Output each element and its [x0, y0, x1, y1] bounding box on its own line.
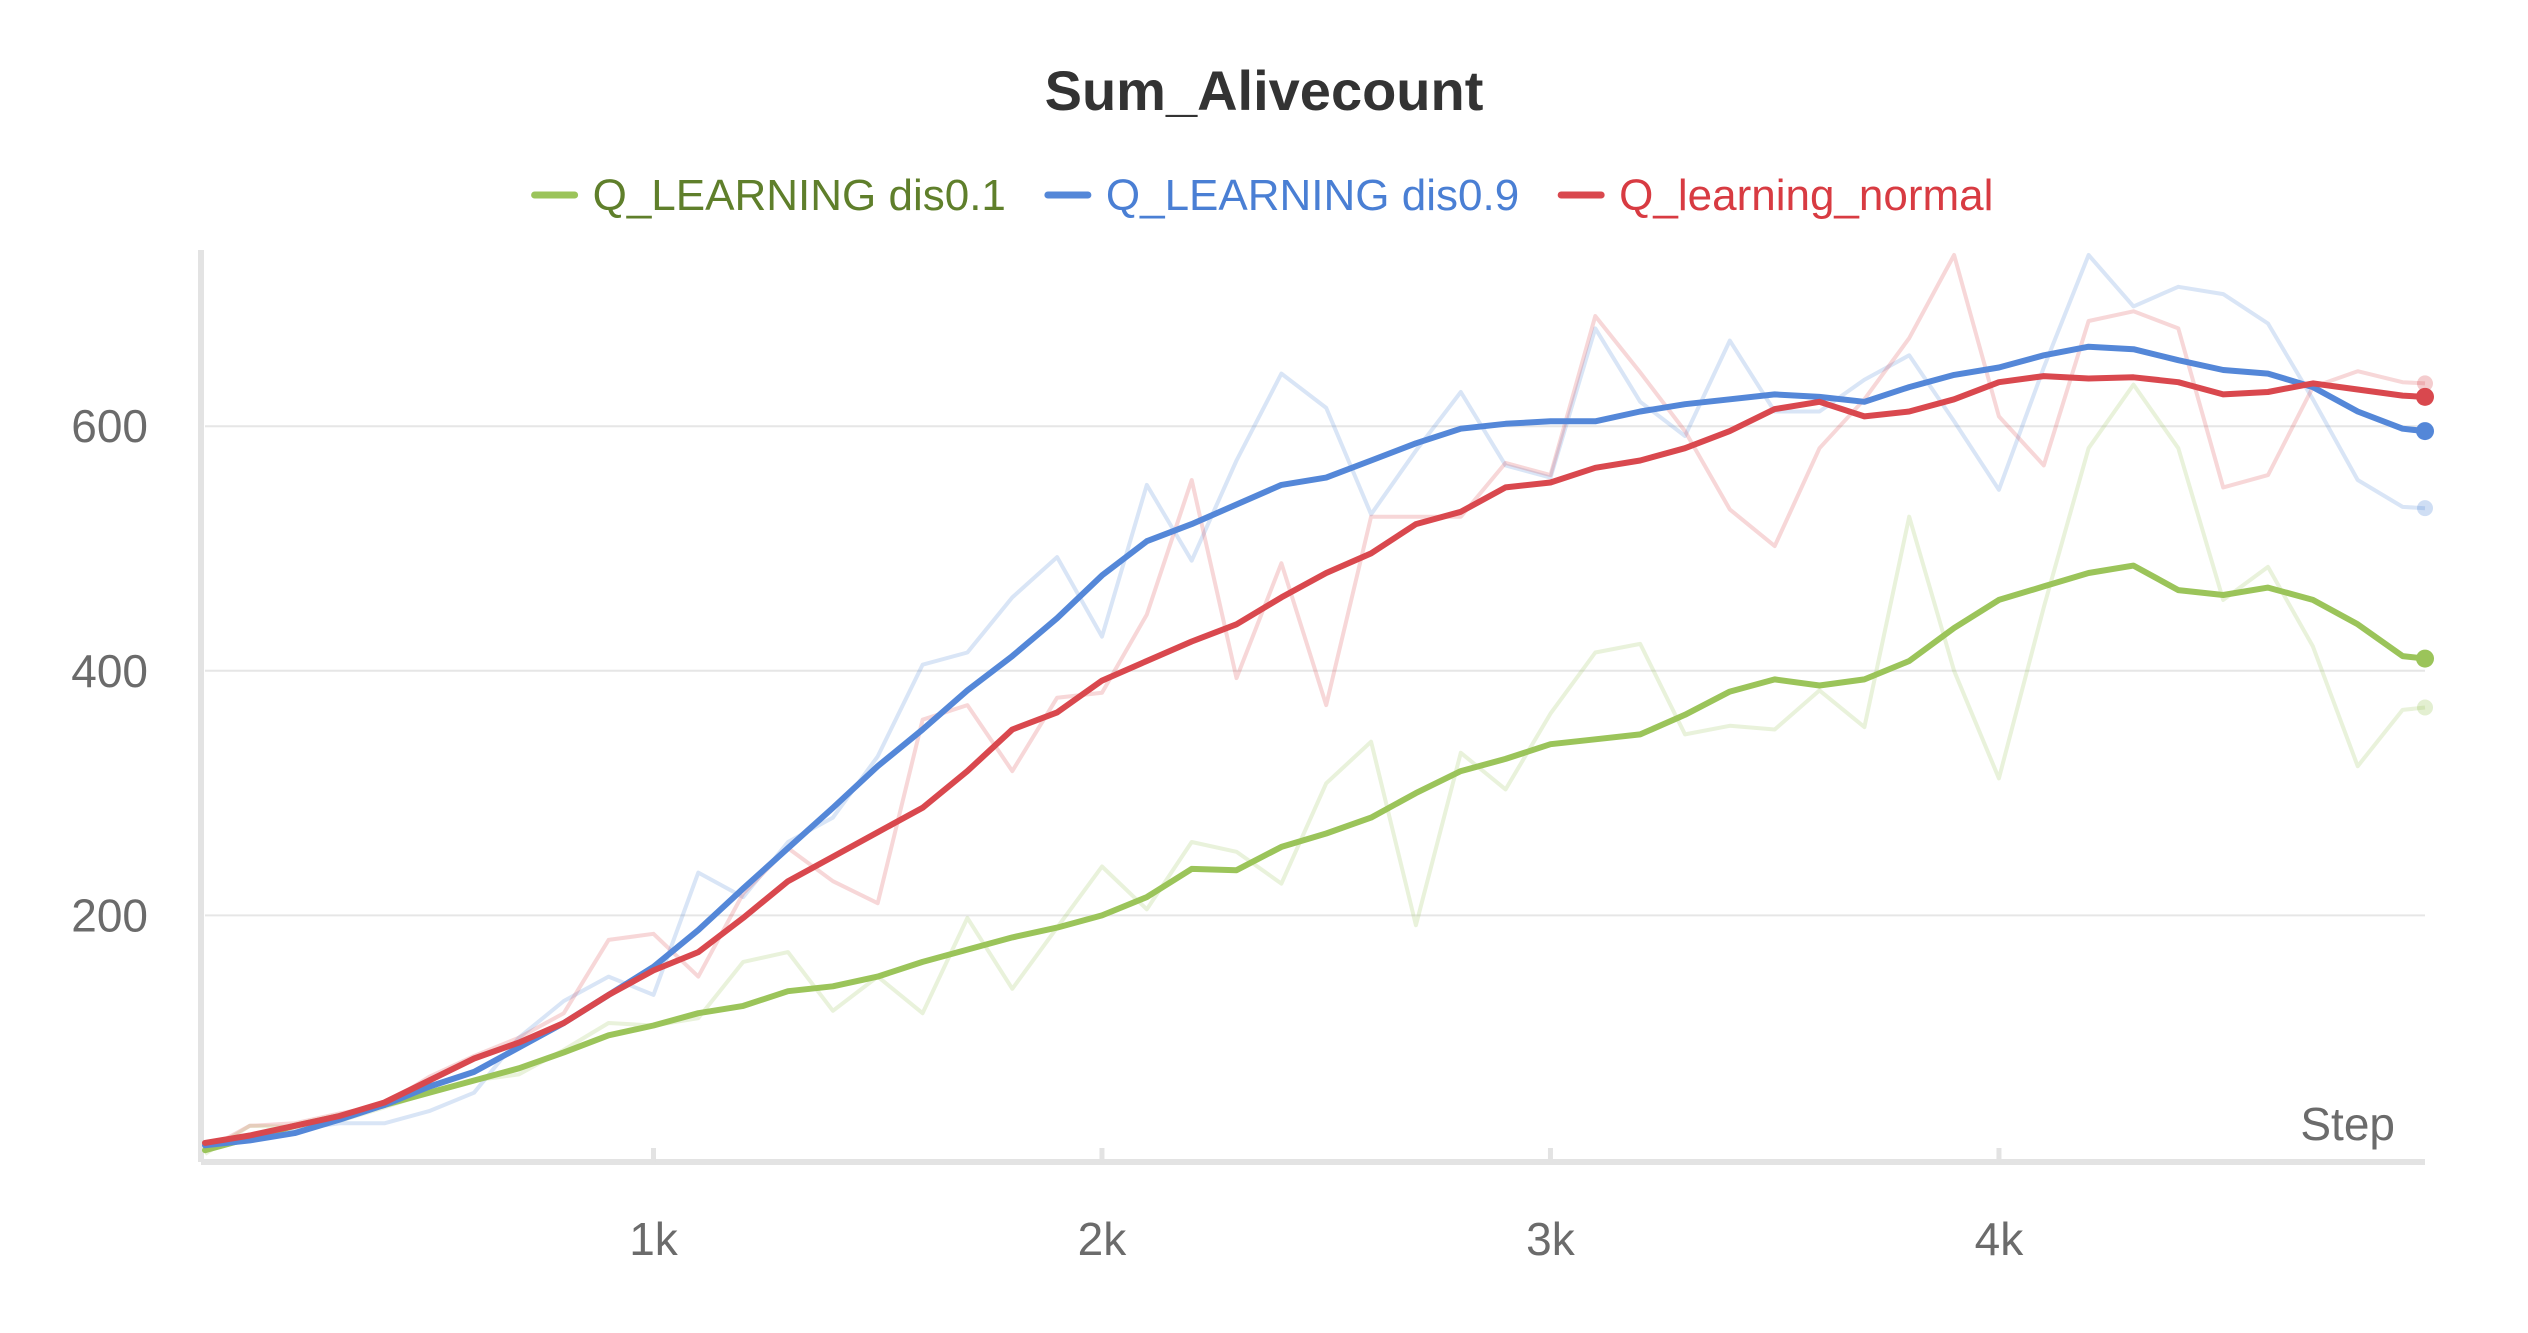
smoothed-series-group [202, 343, 2428, 1154]
axes: 1k 2k 3k 4k [198, 250, 2425, 1265]
x-tick-label: 1k [629, 1213, 679, 1265]
chart-title: Sum_Alivecount [1045, 59, 1484, 122]
raw-series-line [203, 382, 2426, 1156]
smoothed-series-line [202, 562, 2428, 1154]
legend: Q_LEARNING dis0.1 Q_LEARNING dis0.9 Q_lear… [531, 171, 1993, 220]
raw-series-group [203, 253, 2426, 1156]
raw-series-end-point [2417, 375, 2433, 392]
raw-series-end-point [2417, 500, 2433, 517]
x-tick-label: 2k [1078, 1213, 1128, 1265]
y-tick-label: 600 [71, 400, 148, 452]
x-tick-label: 4k [1975, 1213, 2025, 1265]
legend-label: Q_LEARNING dis0.1 [593, 171, 1006, 220]
y-tick-label: 200 [71, 889, 148, 941]
raw-series-line [204, 253, 2426, 1150]
legend-label: Q_LEARNING dis0.9 [1106, 171, 1519, 220]
smoothed-series-line [202, 373, 2428, 1146]
x-tick-label: 3k [1526, 1213, 1576, 1265]
raw-series-line [204, 253, 2426, 1152]
legend-label: Q_learning_normal [1619, 171, 1993, 220]
smoothed-series-end-point [2416, 422, 2434, 441]
raw-series-end-point [2417, 699, 2433, 716]
smoothed-series-end-point [2416, 649, 2434, 668]
end-markers-group [2416, 375, 2434, 716]
smoothed-series-end-point [2416, 387, 2434, 406]
y-tick-label: 400 [71, 645, 148, 697]
x-axis-label: Step [2300, 1098, 2395, 1150]
grid-lines: 200 400 600 [71, 400, 2425, 941]
